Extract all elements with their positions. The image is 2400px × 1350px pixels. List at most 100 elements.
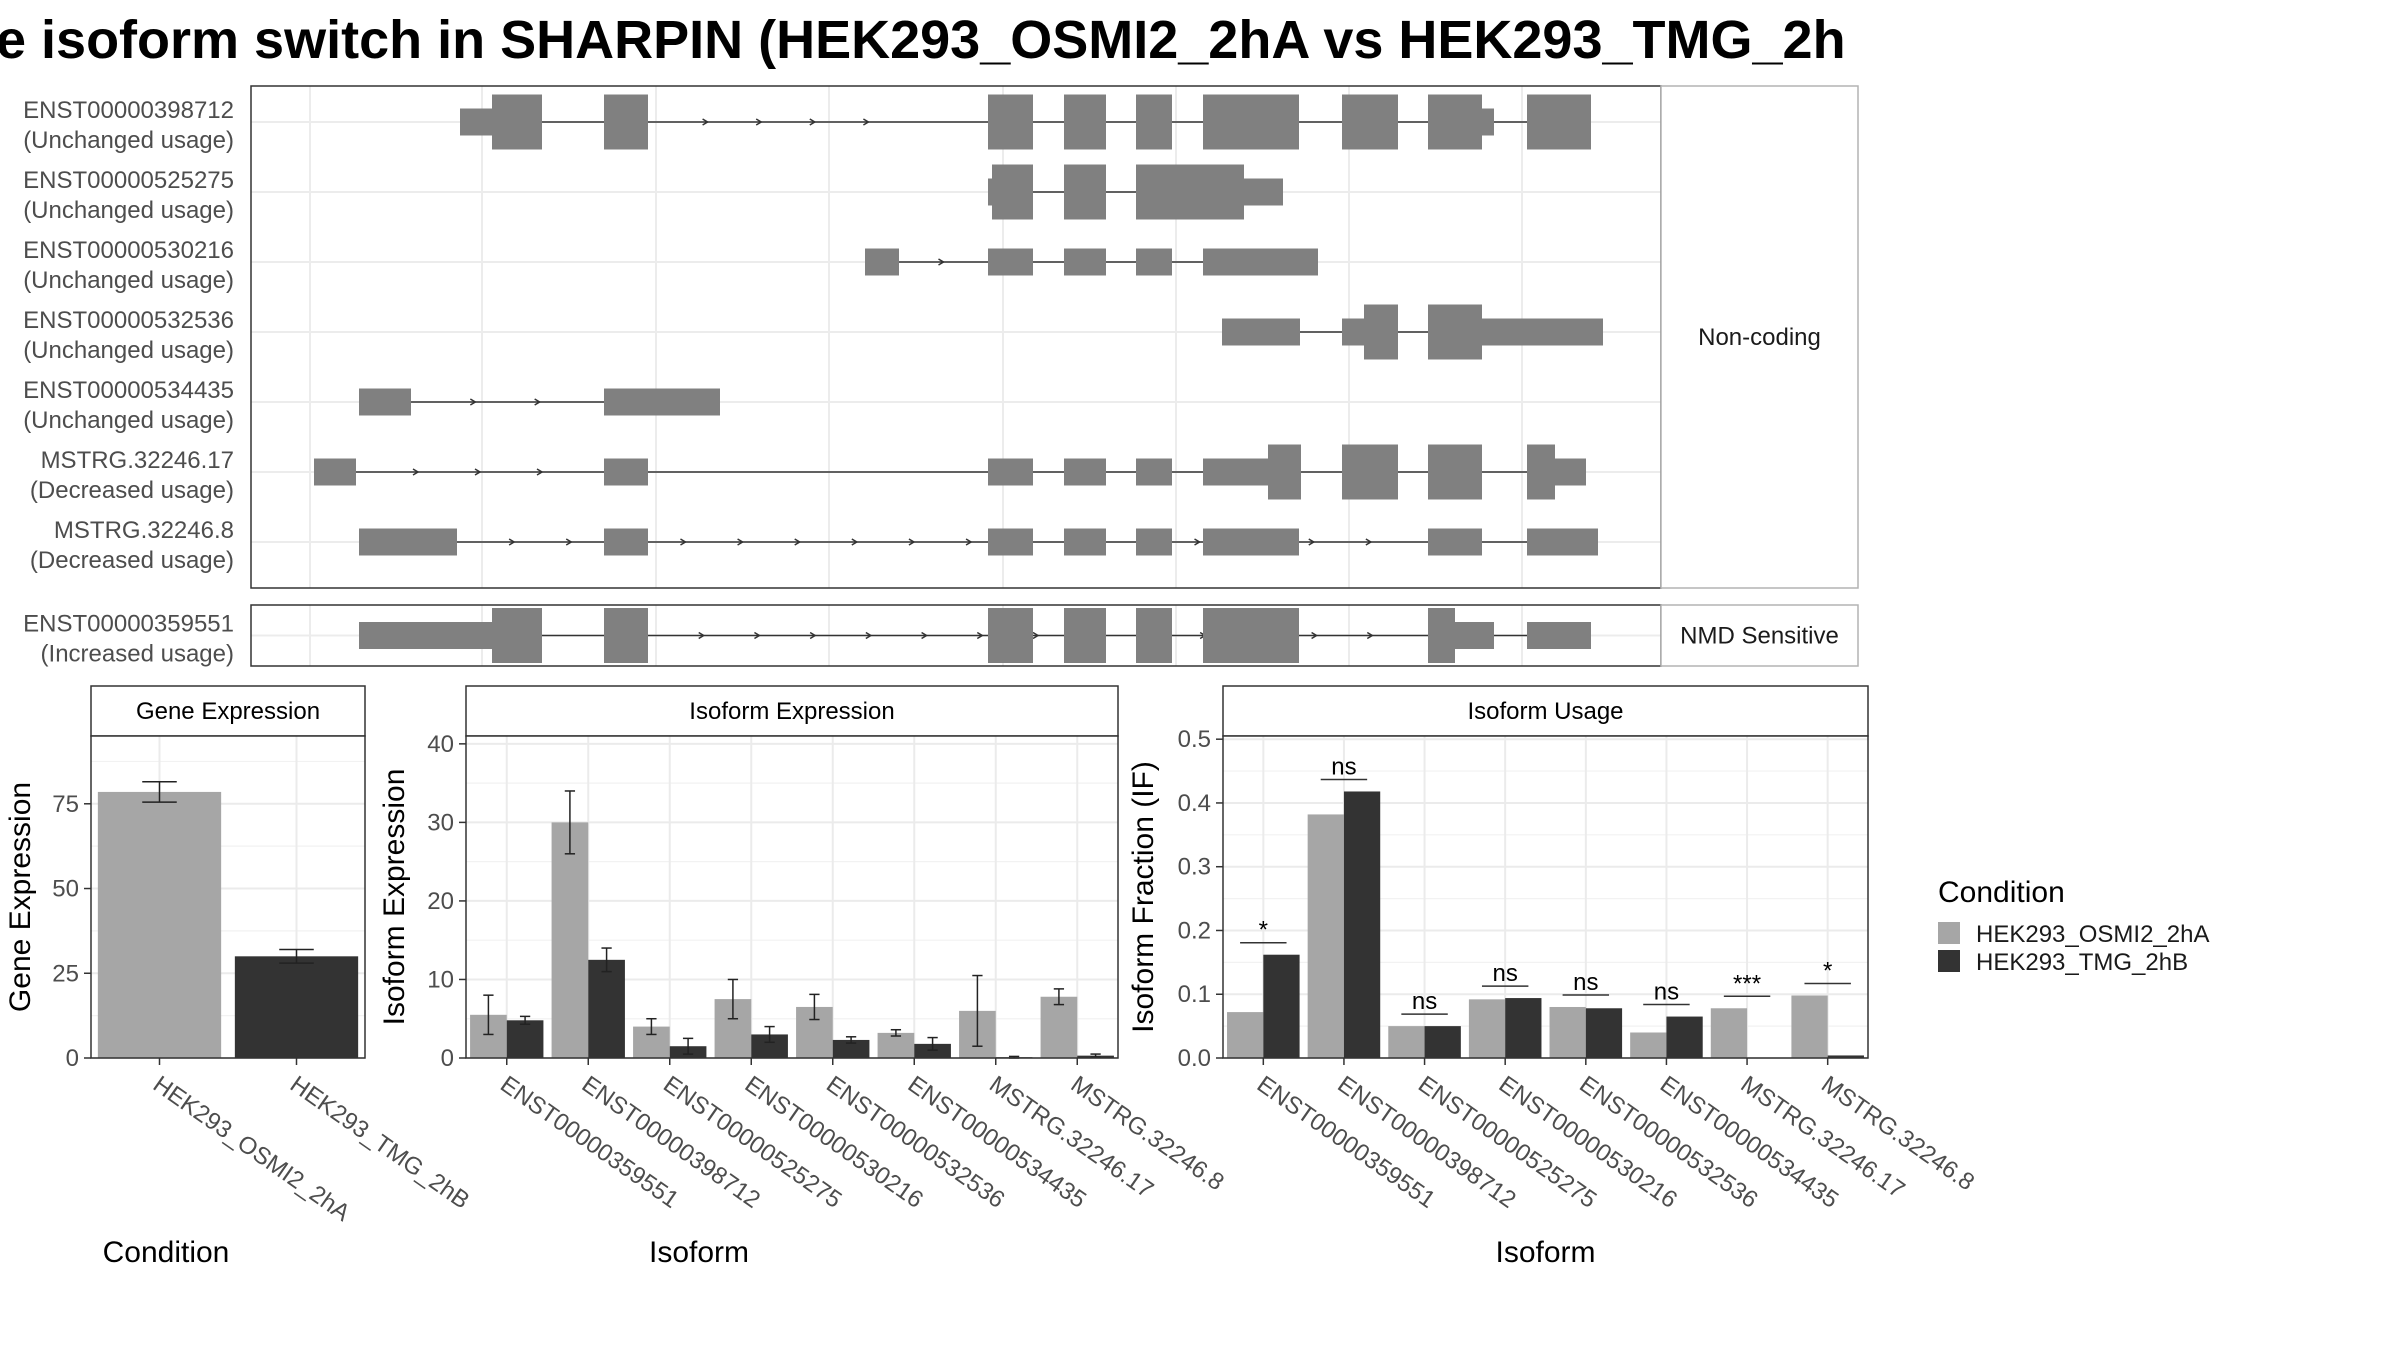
exon xyxy=(1428,528,1482,556)
panel-background xyxy=(251,86,1661,588)
exon xyxy=(359,528,457,556)
exon xyxy=(988,248,1033,276)
direction-arrow xyxy=(908,538,916,546)
exon xyxy=(865,248,899,276)
y-axis-label: Isoform Fraction (IF) xyxy=(1127,761,1160,1033)
exon xyxy=(1203,458,1268,486)
exon xyxy=(1136,164,1244,220)
exon xyxy=(1428,94,1482,150)
significance-label: ns xyxy=(1493,960,1518,987)
direction-arrow xyxy=(474,468,482,476)
exon xyxy=(1527,622,1591,649)
chart-title: Isoform Expression xyxy=(689,698,894,725)
exon xyxy=(1482,318,1603,346)
bar xyxy=(1307,814,1344,1058)
exon xyxy=(1203,528,1299,556)
exon xyxy=(359,388,411,416)
isoform-expression-chart: Isoform Expression010203040ENST000003595… xyxy=(378,685,1229,1269)
exon xyxy=(1342,444,1398,500)
exon xyxy=(1428,608,1455,663)
y-tick-label: 0.4 xyxy=(1178,790,1211,817)
transcript-usage: (Decreased usage) xyxy=(30,477,234,504)
bar xyxy=(588,959,625,1058)
transcript-usage: (Unchanged usage) xyxy=(23,407,234,434)
direction-arrow xyxy=(865,631,873,640)
exon xyxy=(1064,608,1106,663)
exon xyxy=(1064,528,1106,556)
x-axis-label: Isoform xyxy=(1495,1236,1595,1269)
exon xyxy=(1136,458,1172,486)
bar xyxy=(234,956,359,1058)
transcript-usage: (Unchanged usage) xyxy=(23,197,234,224)
direction-arrow xyxy=(938,258,945,266)
direction-arrow xyxy=(1311,631,1319,640)
y-tick-label: 0.2 xyxy=(1178,917,1211,944)
exon xyxy=(1268,444,1301,500)
exon xyxy=(988,94,1033,150)
direction-arrow xyxy=(702,118,710,126)
exon xyxy=(492,94,542,150)
facet-strip xyxy=(1222,685,1869,737)
bar xyxy=(1424,1026,1461,1058)
figure-title: e isoform switch in SHARPIN (HEK293_OSMI… xyxy=(0,10,1846,70)
direction-arrow xyxy=(965,538,973,546)
exon xyxy=(1222,318,1300,346)
direction-arrow xyxy=(809,631,817,640)
bar xyxy=(1468,999,1506,1058)
direction-arrow xyxy=(737,538,745,546)
gene-structure-plot: ENST00000398712 (Unchanged usage) ENST0000… xyxy=(23,85,1859,668)
strip-label: Non-coding xyxy=(1698,324,1821,351)
y-tick-label: 40 xyxy=(427,731,454,758)
direction-arrow xyxy=(698,631,706,640)
bar xyxy=(551,822,589,1058)
bar xyxy=(1505,998,1542,1058)
exon xyxy=(1244,178,1283,206)
strip-background xyxy=(1660,85,1859,589)
exon xyxy=(1428,304,1482,360)
exon xyxy=(988,528,1033,556)
transcript-id: ENST00000530216 xyxy=(23,237,234,264)
exon xyxy=(992,164,1033,220)
exon xyxy=(1342,318,1364,346)
bar xyxy=(1630,1032,1667,1058)
transcript-id: ENST00000525275 xyxy=(23,167,234,194)
y-axis-label: Isoform Expression xyxy=(378,769,411,1026)
isoform-usage-chart: Isoform Usage0.00.10.20.30.40.5*ENST0000… xyxy=(1127,685,1979,1269)
direction-arrow xyxy=(976,631,984,640)
direction-arrow xyxy=(755,118,763,126)
bar xyxy=(506,1020,544,1058)
bar xyxy=(1343,791,1381,1058)
plot-border xyxy=(465,735,1119,1059)
bar xyxy=(1263,954,1300,1058)
chart-title: Gene Expression xyxy=(136,698,320,725)
exon xyxy=(1203,248,1318,276)
direction-arrow xyxy=(794,538,802,546)
direction-arrow xyxy=(863,118,870,126)
bar xyxy=(1710,1008,1748,1058)
bar xyxy=(1827,1055,1864,1058)
plot-border xyxy=(1222,735,1869,1059)
transcript-usage: (Decreased usage) xyxy=(30,547,234,574)
transcript-id: MSTRG.32246.8 xyxy=(54,517,234,544)
exon xyxy=(604,94,648,150)
bar xyxy=(751,1034,788,1058)
exon xyxy=(1555,458,1586,486)
y-tick-label: 0 xyxy=(441,1045,454,1072)
exon xyxy=(1527,94,1591,150)
structure-panel-0: ENST00000398712 (Unchanged usage) ENST0000… xyxy=(23,85,1859,589)
exon xyxy=(1136,528,1172,556)
exon xyxy=(604,528,648,556)
y-tick-label: 30 xyxy=(427,809,454,836)
chart-title: Isoform Usage xyxy=(1467,698,1623,725)
strip-label: NMD Sensitive xyxy=(1680,623,1839,650)
exon xyxy=(1064,458,1106,486)
strip-background xyxy=(1660,604,1859,667)
bar xyxy=(1388,1026,1425,1058)
transcript-usage: (Unchanged usage) xyxy=(23,337,234,364)
significance-label: ns xyxy=(1412,988,1437,1015)
direction-arrow xyxy=(508,538,516,546)
bar xyxy=(877,1032,915,1058)
legend-label: HEK293_TMG_2hB xyxy=(1976,949,2188,976)
x-axis-label: Condition xyxy=(103,1236,230,1269)
